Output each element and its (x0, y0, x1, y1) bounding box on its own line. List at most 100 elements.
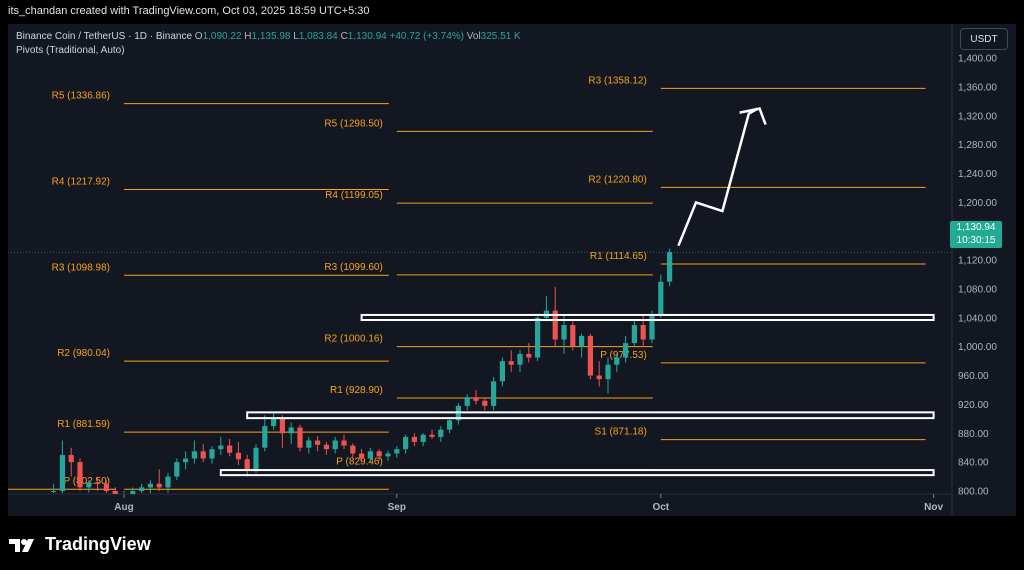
change-value: +40.72 (+3.74%) (389, 31, 464, 42)
candle-body (218, 445, 224, 450)
pivot-label: R3 (1358.12) (588, 75, 646, 86)
y-tick-label: 1,360.00 (958, 82, 997, 93)
y-tick-label: 840.00 (958, 458, 989, 469)
candle-body (51, 491, 57, 492)
candle-body (147, 483, 153, 488)
candle-body (499, 361, 505, 382)
chart-panel[interactable]: 800.00 840.00 880.00 920.00 960.00 1,000.00 1,… (8, 24, 1016, 516)
candle-body (420, 434, 426, 442)
volume-value: 325.51 K (480, 31, 521, 42)
candle-body (95, 482, 101, 484)
candle-body (350, 445, 356, 454)
bar-countdown: 10:30:15 (956, 235, 996, 246)
candle-body (376, 451, 382, 457)
candle-body (209, 449, 215, 459)
candle-body (139, 487, 145, 491)
y-tick-label: 1,040.00 (958, 313, 997, 324)
candle-body (306, 440, 312, 448)
candle-body (570, 325, 576, 347)
y-tick-label: 1,080.00 (958, 284, 997, 295)
candle-body (491, 381, 497, 406)
candle-body (649, 314, 655, 340)
candle-body (447, 420, 453, 430)
pivot-label: R5 (1336.86) (52, 91, 110, 102)
candle-body (77, 462, 83, 488)
x-tick-label: Aug (114, 502, 133, 513)
candle-body (552, 310, 558, 340)
candle-body (587, 335, 593, 376)
low-value: 1,083.84 (298, 31, 338, 42)
candle-body (165, 476, 171, 488)
pivot-label: P (802.50) (63, 476, 110, 487)
support-zone-box (360, 313, 935, 322)
y-tick-label: 1,320.00 (958, 111, 997, 122)
candle-body (411, 436, 417, 442)
indicator-legend[interactable]: Pivots (Traditional, Auto) (16, 45, 125, 56)
candle-body (596, 375, 602, 380)
volume-label: Vol (466, 31, 481, 42)
low-label: L (293, 31, 299, 42)
y-tick-label: 800.00 (958, 487, 989, 498)
pivot-label: R2 (1000.16) (324, 334, 382, 345)
candle-body (605, 364, 611, 380)
candle-body (59, 454, 65, 491)
pivot-label: R1 (928.90) (330, 385, 383, 396)
last-price-value: 1,130.94 (956, 222, 996, 233)
candle-body (86, 482, 92, 488)
candle-body (103, 483, 109, 491)
candle-body (658, 281, 664, 315)
candle-body (438, 429, 444, 437)
candle-body (271, 418, 277, 427)
candle-body (464, 397, 470, 406)
candle-body (315, 440, 321, 445)
candle-body (323, 444, 329, 450)
candle-body (508, 361, 514, 365)
candle-body (367, 451, 373, 459)
header-caption: its_chandan created with TradingView.com… (8, 5, 370, 17)
open-label: O (194, 31, 203, 42)
pivot-label: R5 (1298.50) (324, 118, 382, 129)
x-tick-label: Nov (924, 502, 943, 513)
candle-body (112, 491, 118, 494)
candle-body (526, 353, 532, 358)
candle-body (297, 427, 303, 448)
support-zone-box (219, 469, 935, 477)
y-tick-label: 1,120.00 (958, 256, 997, 267)
currency-button[interactable]: USDT (960, 28, 1008, 50)
support-zone-box (246, 411, 935, 420)
y-tick-label: 880.00 (958, 429, 989, 440)
candle-body (68, 454, 74, 463)
candle-body (200, 451, 206, 459)
candle-body (341, 440, 347, 446)
candle-body (174, 462, 180, 477)
candle-body (130, 491, 136, 494)
candle-body (631, 325, 637, 344)
high-label: H (244, 31, 252, 42)
y-tick-label: 1,200.00 (958, 198, 997, 209)
y-tick-label: 920.00 (958, 400, 989, 411)
symbol-legend: Binance Coin / TetherUS · 1D · Binance O… (16, 31, 521, 42)
pivot-label: R2 (980.04) (57, 348, 110, 359)
candle-body (579, 335, 585, 347)
candle-body (227, 445, 233, 453)
candle-body (156, 483, 162, 488)
y-tick-label: 1,240.00 (958, 169, 997, 180)
pivot-label: S1 (871.18) (595, 427, 647, 438)
candle-body (288, 427, 294, 434)
candle-body (235, 452, 241, 460)
x-tick-label: Oct (652, 502, 669, 513)
candle-body (359, 453, 365, 459)
y-tick-label: 960.00 (958, 371, 989, 382)
candle-body (473, 397, 479, 401)
symbol-name: Binance Coin / TetherUS · 1D · Binance (16, 31, 193, 42)
projection-arrowhead (739, 107, 767, 126)
price-chart[interactable]: 800.00 840.00 880.00 920.00 960.00 1,000.00 1,… (8, 24, 1016, 516)
last-price-tag: 1,130.94 10:30:15 (950, 221, 1002, 248)
candle-body (253, 447, 259, 470)
candle-body (394, 449, 400, 454)
pivot-label: R1 (1114.65) (590, 251, 647, 262)
candle-body (561, 325, 567, 340)
candle-body (332, 440, 338, 450)
close-label: C (340, 31, 348, 42)
open-value: 1,090.22 (202, 31, 242, 42)
